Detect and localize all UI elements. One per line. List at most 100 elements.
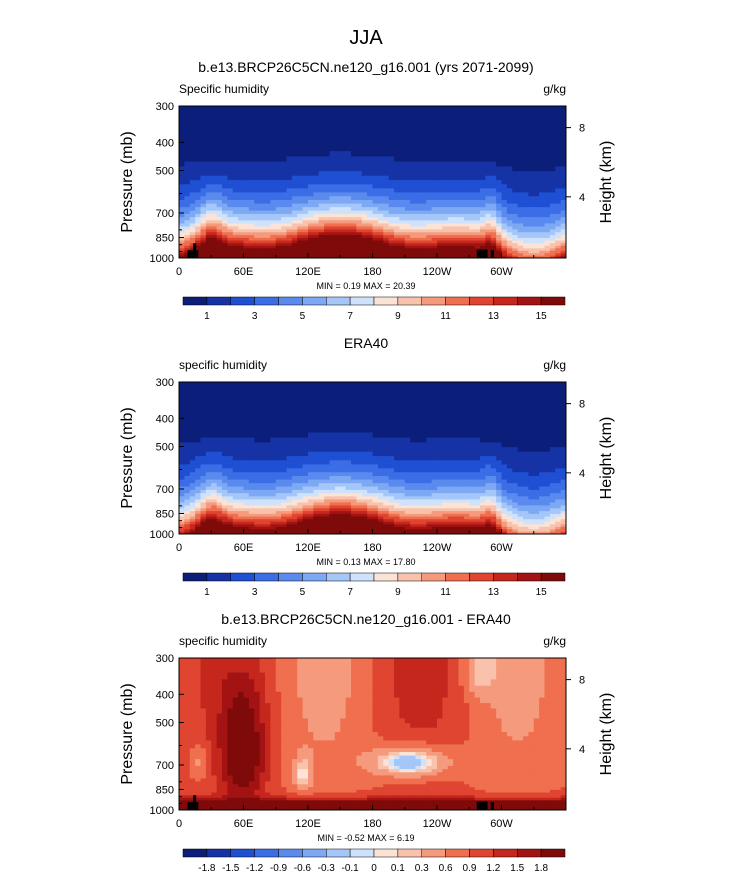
field-cell xyxy=(318,199,325,205)
field-cell xyxy=(302,188,309,193)
field-cell xyxy=(211,188,218,193)
field-cell xyxy=(302,427,309,434)
field-cell xyxy=(437,403,443,411)
field-cell xyxy=(248,248,255,252)
field-cell xyxy=(281,133,288,141)
field-cell xyxy=(238,403,245,411)
field-cell xyxy=(469,389,476,398)
field-cell xyxy=(248,229,255,233)
field-cell xyxy=(259,479,266,484)
field-cell xyxy=(426,196,433,201)
field-cell xyxy=(539,232,546,236)
field-cell xyxy=(404,451,411,457)
field-cell xyxy=(447,432,454,439)
field-cell xyxy=(216,220,223,225)
field-cell xyxy=(329,421,336,428)
field-cell xyxy=(351,175,357,181)
field-cell xyxy=(302,248,309,252)
field-cell xyxy=(318,483,325,488)
field-cell xyxy=(404,235,411,239)
field-cell xyxy=(291,496,298,501)
field-cell xyxy=(243,432,250,439)
field-cell xyxy=(232,464,239,469)
field-cell xyxy=(302,451,309,457)
field-cell xyxy=(474,456,481,461)
field-cell xyxy=(259,235,266,239)
field-cell xyxy=(248,489,255,494)
field-cell xyxy=(404,499,411,504)
field-cell xyxy=(442,427,449,434)
field-cell xyxy=(302,499,309,504)
field-cell xyxy=(523,235,529,239)
field-cell xyxy=(388,475,395,481)
field-cell xyxy=(361,432,368,439)
field-cell xyxy=(248,472,255,477)
field-cell xyxy=(286,145,293,152)
field-cell xyxy=(458,468,465,473)
field-cell xyxy=(238,245,245,249)
field-cell xyxy=(404,432,411,439)
field-cell xyxy=(496,245,503,249)
field-cell xyxy=(367,486,374,491)
field-cell xyxy=(372,437,379,444)
field-cell xyxy=(216,253,223,257)
field-cell xyxy=(539,253,546,257)
field-cell xyxy=(506,409,513,417)
field-cell xyxy=(404,253,411,257)
field-cell xyxy=(528,217,535,221)
field-cell xyxy=(259,415,266,423)
field-cell xyxy=(512,409,519,417)
field-cell xyxy=(512,203,519,208)
field-cell xyxy=(404,188,411,193)
field-cell xyxy=(184,217,191,221)
field-cell xyxy=(227,203,234,208)
field-cell xyxy=(420,253,427,257)
field-cell xyxy=(463,451,470,457)
field-cell xyxy=(533,389,540,398)
field-cell xyxy=(222,456,228,461)
field-cell xyxy=(211,156,218,163)
field-cell xyxy=(404,502,411,507)
field-cell xyxy=(437,127,443,135)
field-cell xyxy=(367,493,374,497)
field-cell xyxy=(205,442,212,448)
field-cell xyxy=(286,139,293,147)
field-cell xyxy=(544,505,551,509)
field-cell xyxy=(286,255,293,258)
field-cell xyxy=(517,479,524,484)
field-cell xyxy=(222,217,228,221)
field-cell xyxy=(286,403,293,411)
field-cell xyxy=(184,199,191,205)
field-cell xyxy=(517,511,524,515)
field-cell xyxy=(329,245,336,249)
field-cell xyxy=(549,133,556,141)
field-cell xyxy=(286,451,293,457)
field-cell xyxy=(394,156,400,163)
field-cell xyxy=(404,113,411,122)
field-cell xyxy=(490,213,497,218)
field-cell xyxy=(238,207,245,212)
field-cell xyxy=(254,156,261,163)
field-cell xyxy=(399,127,406,135)
field-cell xyxy=(356,456,363,461)
field-cell xyxy=(437,505,443,509)
field-cell xyxy=(490,483,497,488)
field-cell xyxy=(291,220,298,225)
field-cell xyxy=(324,499,331,504)
field-cell xyxy=(463,217,470,221)
field-cell xyxy=(286,415,293,423)
field-cell xyxy=(270,475,277,481)
field-cell xyxy=(297,421,304,428)
field-cell xyxy=(560,479,566,484)
field-cell xyxy=(361,511,368,515)
field-cell xyxy=(474,217,481,221)
field-cell xyxy=(238,432,245,439)
field-cell xyxy=(351,161,357,168)
field-cell xyxy=(248,217,255,221)
field-cell xyxy=(356,489,363,494)
field-cell xyxy=(533,210,540,215)
field-cell xyxy=(512,217,519,221)
field-cell xyxy=(281,145,288,152)
field-cell xyxy=(415,226,422,231)
field-cell xyxy=(189,240,196,244)
